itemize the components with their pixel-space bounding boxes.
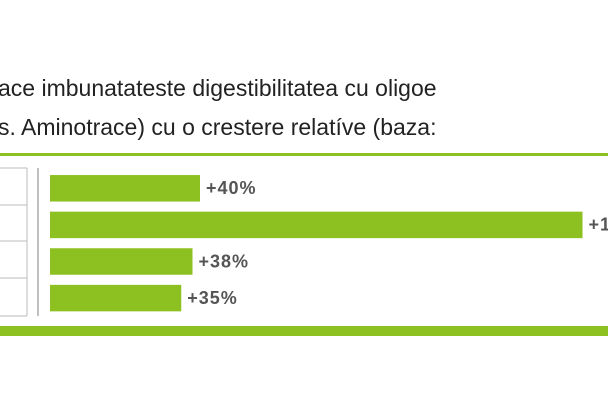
bar [50,175,200,202]
bar [50,284,182,312]
value-label: +40% [206,178,257,198]
bar [50,248,193,275]
value-label: +142% [589,215,608,235]
bottom-rule [0,326,608,336]
value-label: +38% [199,251,250,271]
top-rule [0,153,608,156]
value-label: +35% [187,288,238,308]
chart-title-line: s. Aminotrace) cu o crestere relatíve (b… [0,114,436,140]
bar [50,211,583,239]
chart-title-line: ace imbunatateste digestibilitatea cu ol… [0,75,437,101]
